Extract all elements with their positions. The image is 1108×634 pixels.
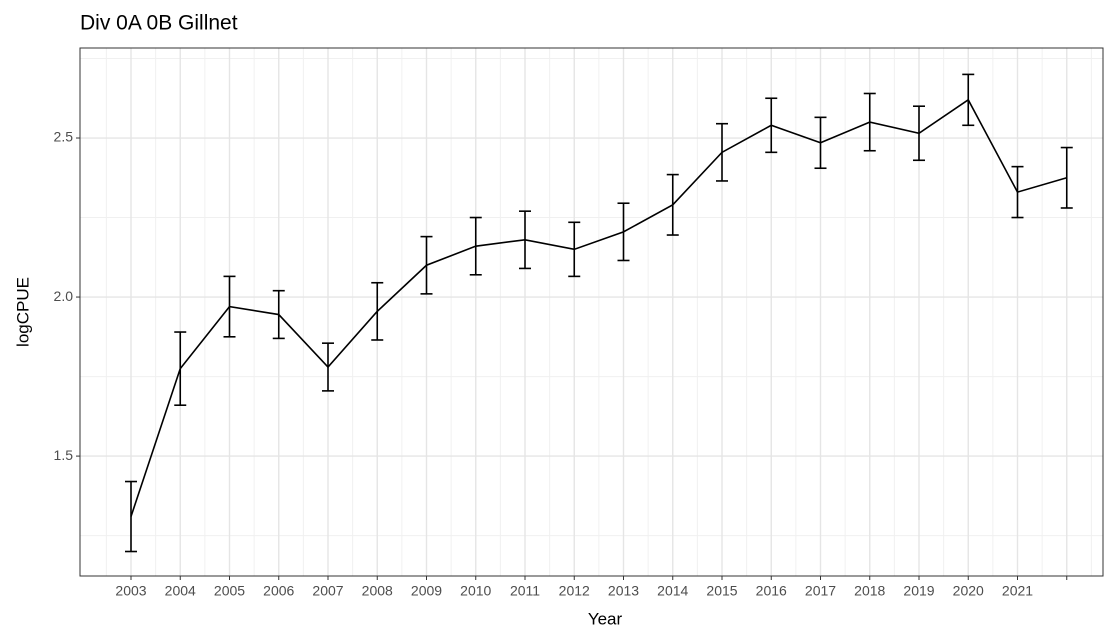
- x-tick-label: 2005: [214, 583, 245, 599]
- x-tick-label: 2019: [903, 583, 934, 599]
- x-tick-label: 2016: [756, 583, 787, 599]
- x-tick-label: 2018: [854, 583, 885, 599]
- x-tick-label: 2006: [263, 583, 294, 599]
- x-tick-label: 2014: [657, 583, 688, 599]
- y-tick-label: 2.0: [54, 288, 74, 304]
- x-tick-label: 2010: [460, 583, 491, 599]
- x-axis-label: Year: [588, 609, 623, 628]
- y-axis-label: logCPUE: [13, 277, 32, 347]
- x-tick-label: 2021: [1002, 583, 1033, 599]
- x-tick-label: 2013: [608, 583, 639, 599]
- y-tick-label: 2.5: [54, 129, 74, 145]
- x-tick-label: 2004: [165, 583, 196, 599]
- x-tick-label: 2017: [805, 583, 836, 599]
- x-tick-label: 2008: [362, 583, 393, 599]
- x-tick-label: 2011: [510, 583, 540, 599]
- x-tick-label: 2003: [115, 583, 146, 599]
- y-tick-label: 1.5: [54, 447, 74, 463]
- x-tick-label: 2015: [706, 583, 737, 599]
- x-tick-label: 2009: [411, 583, 442, 599]
- plot-background: [80, 48, 1103, 576]
- x-tick-label: 2007: [312, 583, 343, 599]
- line: [130, 98, 1067, 517]
- x-tick-label: 2012: [559, 583, 590, 599]
- plot-border: [79, 47, 1104, 577]
- x-tick-label: 2020: [953, 583, 984, 599]
- chart-title: Div 0A 0B Gillnet: [80, 12, 238, 35]
